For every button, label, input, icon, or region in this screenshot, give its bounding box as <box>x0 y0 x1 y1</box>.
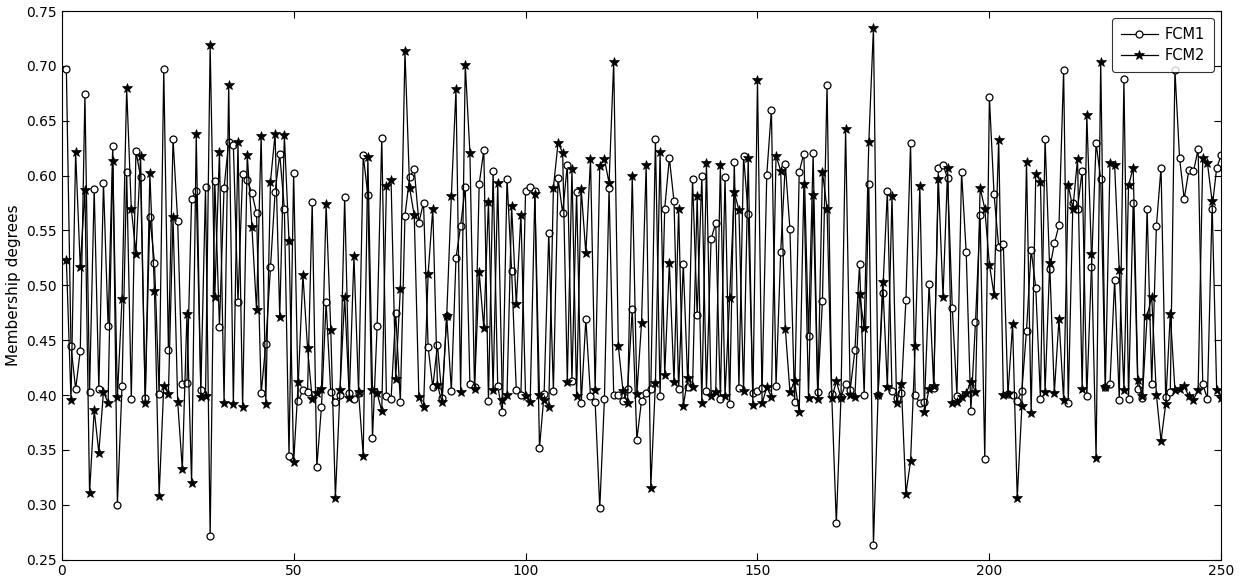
Legend: FCM1, FCM2: FCM1, FCM2 <box>1112 18 1214 72</box>
FCM1 <box>866 542 880 549</box>
FCM2 <box>1009 495 1024 502</box>
FCM1 <box>727 158 742 165</box>
Line: FCM2: FCM2 <box>62 23 1226 503</box>
FCM2 <box>537 396 552 403</box>
FCM2 <box>249 307 264 314</box>
FCM2 <box>60 256 74 263</box>
Line: FCM1: FCM1 <box>63 65 1225 549</box>
FCM1 <box>1214 151 1229 158</box>
FCM1 <box>537 390 552 397</box>
FCM1 <box>60 65 74 72</box>
FCM2 <box>857 324 872 331</box>
FCM2 <box>866 24 880 31</box>
FCM2 <box>727 189 742 196</box>
FCM1 <box>249 210 264 217</box>
FCM2 <box>1214 394 1229 401</box>
FCM2 <box>1177 383 1192 390</box>
FCM1 <box>1172 155 1187 162</box>
FCM1 <box>857 391 872 398</box>
Y-axis label: Membership degrees: Membership degrees <box>5 204 21 366</box>
FCM1 <box>523 183 538 190</box>
FCM2 <box>523 398 538 405</box>
